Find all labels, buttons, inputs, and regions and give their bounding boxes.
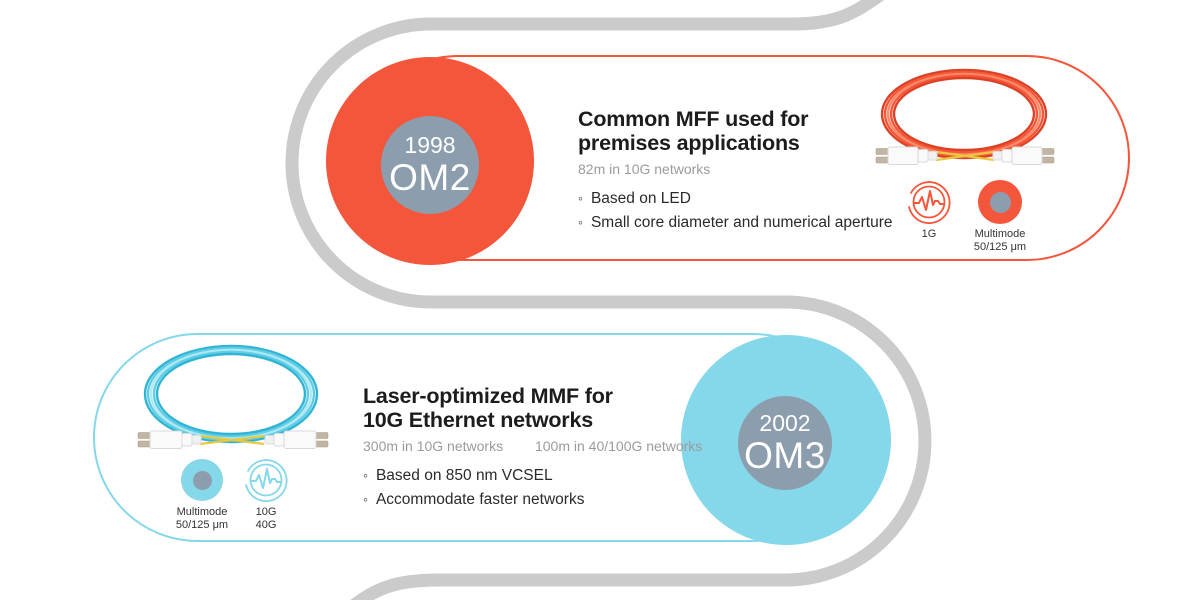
om2-year-inner-circle: 1998 OM2 xyxy=(381,116,479,214)
om3-bullet-2: Accommodate faster networks xyxy=(375,491,585,508)
om3-subtitle-right: 100m in 40/100G networks xyxy=(534,438,703,454)
om2-bullet-2: Small core diameter and numerical apertu… xyxy=(590,214,893,231)
lc-connector-right xyxy=(992,146,1055,165)
bullet-marker-icon: ◦ xyxy=(363,467,368,483)
om3-title: Laser-optimized MMF for 10G Ethernet net… xyxy=(363,384,713,432)
om3-patch-cable-image xyxy=(137,344,329,449)
om3-speed-pulse-icon xyxy=(245,459,288,502)
bullet-marker-icon: ◦ xyxy=(578,190,583,206)
om2-title-line1: Common MFF used for xyxy=(578,107,809,131)
om3-description: Laser-optimized MMF for 10G Ethernet net… xyxy=(363,384,713,515)
fiber-core-icon xyxy=(192,470,212,490)
om2-multimode-icon xyxy=(978,180,1022,224)
om2-name: OM2 xyxy=(389,156,471,198)
om2-title-line2: premises applications xyxy=(578,130,800,155)
om3-subtitle-left: 300m in 10G networks xyxy=(363,438,504,454)
om3-year-inner-circle: 2002 OM3 xyxy=(738,396,832,490)
om3-title-line1: Laser-optimized MMF for xyxy=(363,384,613,408)
om3-subtitle: 300m in 10G networks 100m in 40/100G net… xyxy=(363,438,713,454)
om2-description: Common MFF used for premises application… xyxy=(578,107,928,238)
om3-multimode-icon xyxy=(181,459,223,501)
lc-connector-left xyxy=(875,146,938,165)
om2-title: Common MFF used for premises application… xyxy=(578,107,928,155)
om3-year-bubble: 2002 OM3 xyxy=(681,335,891,545)
cable-coil xyxy=(880,68,1048,160)
om2-subtitle-text: 82m in 10G networks xyxy=(578,161,711,177)
om3-speed-icon-label: 10G 40G xyxy=(255,506,277,531)
fiber-core-icon xyxy=(989,191,1011,213)
list-item: ◦ Accommodate faster networks xyxy=(363,491,713,508)
om2-year: 1998 xyxy=(404,132,456,159)
om2-speed-pulse-icon xyxy=(908,181,951,224)
lc-connector-right xyxy=(264,430,329,449)
list-item: ◦ Based on 850 nm VCSEL xyxy=(363,467,713,484)
lc-connector-left xyxy=(137,430,202,449)
bullet-marker-icon: ◦ xyxy=(578,214,583,230)
list-item: ◦ Based on LED xyxy=(578,190,928,207)
om2-year-bubble: 1998 OM2 xyxy=(326,57,534,265)
om3-mode-icon-label: Multimode 50/125 μm xyxy=(175,506,229,531)
om3-title-line2: 10G Ethernet networks xyxy=(363,407,593,432)
fiber-cross xyxy=(199,434,265,446)
om2-bullet-list: ◦ Based on LED ◦ Small core diameter and n… xyxy=(578,190,928,231)
timeline-path xyxy=(285,0,932,600)
fiber-cross xyxy=(935,150,995,162)
cable-coil xyxy=(143,344,319,444)
om2-speed-icon-label: 1G xyxy=(921,228,937,240)
om3-bullet-list: ◦ Based on 850 nm VCSEL ◦ Accommodate fast… xyxy=(363,467,713,508)
om2-mode-icon-label: Multimode 50/125 μm xyxy=(973,228,1027,253)
om2-subtitle: 82m in 10G networks xyxy=(578,161,928,177)
om3-bullet-1: Based on 850 nm VCSEL xyxy=(375,467,553,484)
list-item: ◦ Small core diameter and numerical apert… xyxy=(578,214,928,231)
om2-patch-cable-image xyxy=(875,68,1055,165)
om3-name: OM3 xyxy=(744,434,826,476)
bullet-marker-icon: ◦ xyxy=(363,491,368,507)
om3-year: 2002 xyxy=(759,410,811,437)
om2-bullet-1: Based on LED xyxy=(590,190,691,207)
